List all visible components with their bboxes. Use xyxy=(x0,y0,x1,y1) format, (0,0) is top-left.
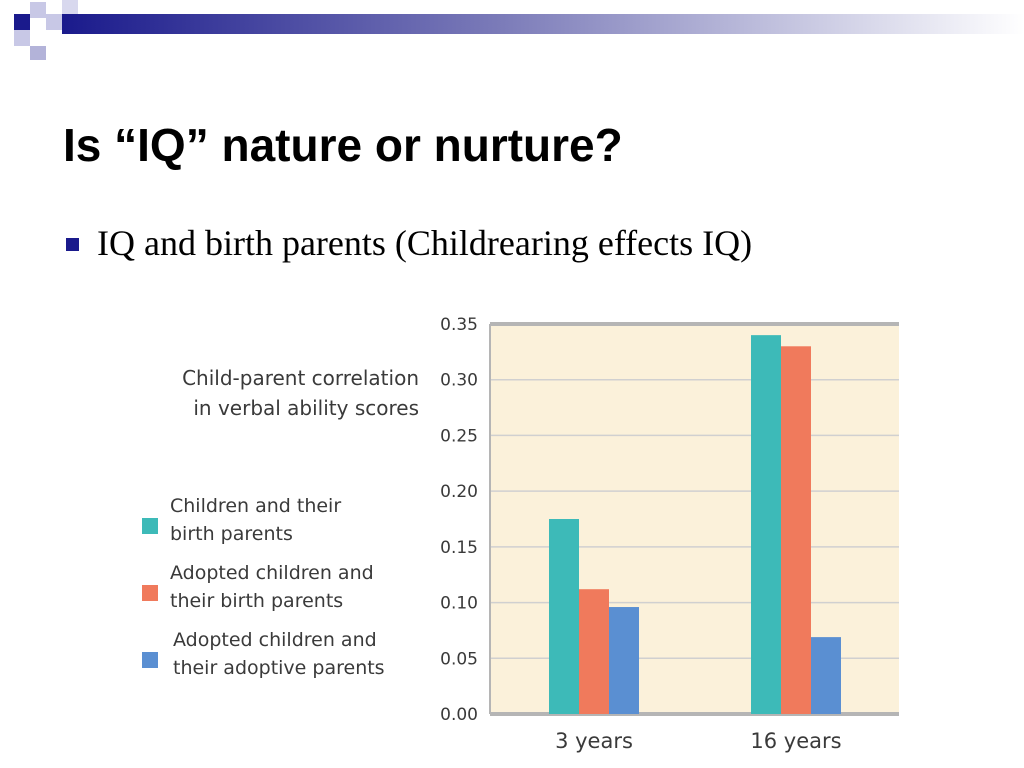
legend-label: Adopted children and xyxy=(170,562,374,584)
y-tick-label: 0.30 xyxy=(440,371,478,391)
header-square-light-2 xyxy=(46,14,62,30)
header-square-light-3 xyxy=(14,30,30,46)
y-tick-label: 0.20 xyxy=(440,482,478,502)
bar xyxy=(781,346,811,714)
y-tick-label: 0.25 xyxy=(440,426,478,446)
legend-label: their birth parents xyxy=(170,590,343,612)
bar-chart: 0.00 0.05 0.10 0.15 0.20 0.25 0.30 0.35 3 years 1… xyxy=(142,315,899,753)
header-gradient-bar xyxy=(62,14,1024,34)
header-square-dark xyxy=(14,14,30,30)
x-category-label: 3 years xyxy=(555,729,633,753)
legend-swatch xyxy=(142,652,158,668)
y-tick-label: 0.35 xyxy=(440,315,478,335)
x-category-label: 16 years xyxy=(750,729,841,753)
y-tick-label: 0.15 xyxy=(440,538,478,558)
bullet-text: IQ and birth parents (Childrearing effec… xyxy=(97,223,753,263)
bar xyxy=(751,335,781,714)
legend-label: Children and their xyxy=(170,495,341,517)
header-square-light-1 xyxy=(30,2,46,18)
bullet-square-icon xyxy=(66,237,79,251)
legend-swatch xyxy=(142,585,158,601)
legend-swatch xyxy=(142,518,158,534)
legend-label: birth parents xyxy=(170,523,293,545)
bullet-item: IQ and birth parents (Childrearing effec… xyxy=(66,222,752,264)
y-tick-label: 0.05 xyxy=(440,649,478,669)
header-decoration xyxy=(14,0,1024,60)
bar xyxy=(811,637,841,714)
y-tick-label: 0.10 xyxy=(440,594,478,614)
y-tick-label: 0.00 xyxy=(440,705,478,725)
slide-title: Is “IQ” nature or nurture? xyxy=(63,119,623,171)
bar xyxy=(549,519,579,714)
header-square-light-4 xyxy=(30,46,46,60)
bar xyxy=(579,589,609,714)
y-axis-label: Child-parent correlation xyxy=(182,366,419,390)
header-square-mid xyxy=(30,30,46,46)
y-axis-label: in verbal ability scores xyxy=(193,396,419,420)
bar xyxy=(609,607,639,714)
legend-label: Adopted children and xyxy=(173,629,377,651)
legend-label: their adoptive parents xyxy=(173,657,385,679)
header-square-light-5 xyxy=(62,0,78,14)
